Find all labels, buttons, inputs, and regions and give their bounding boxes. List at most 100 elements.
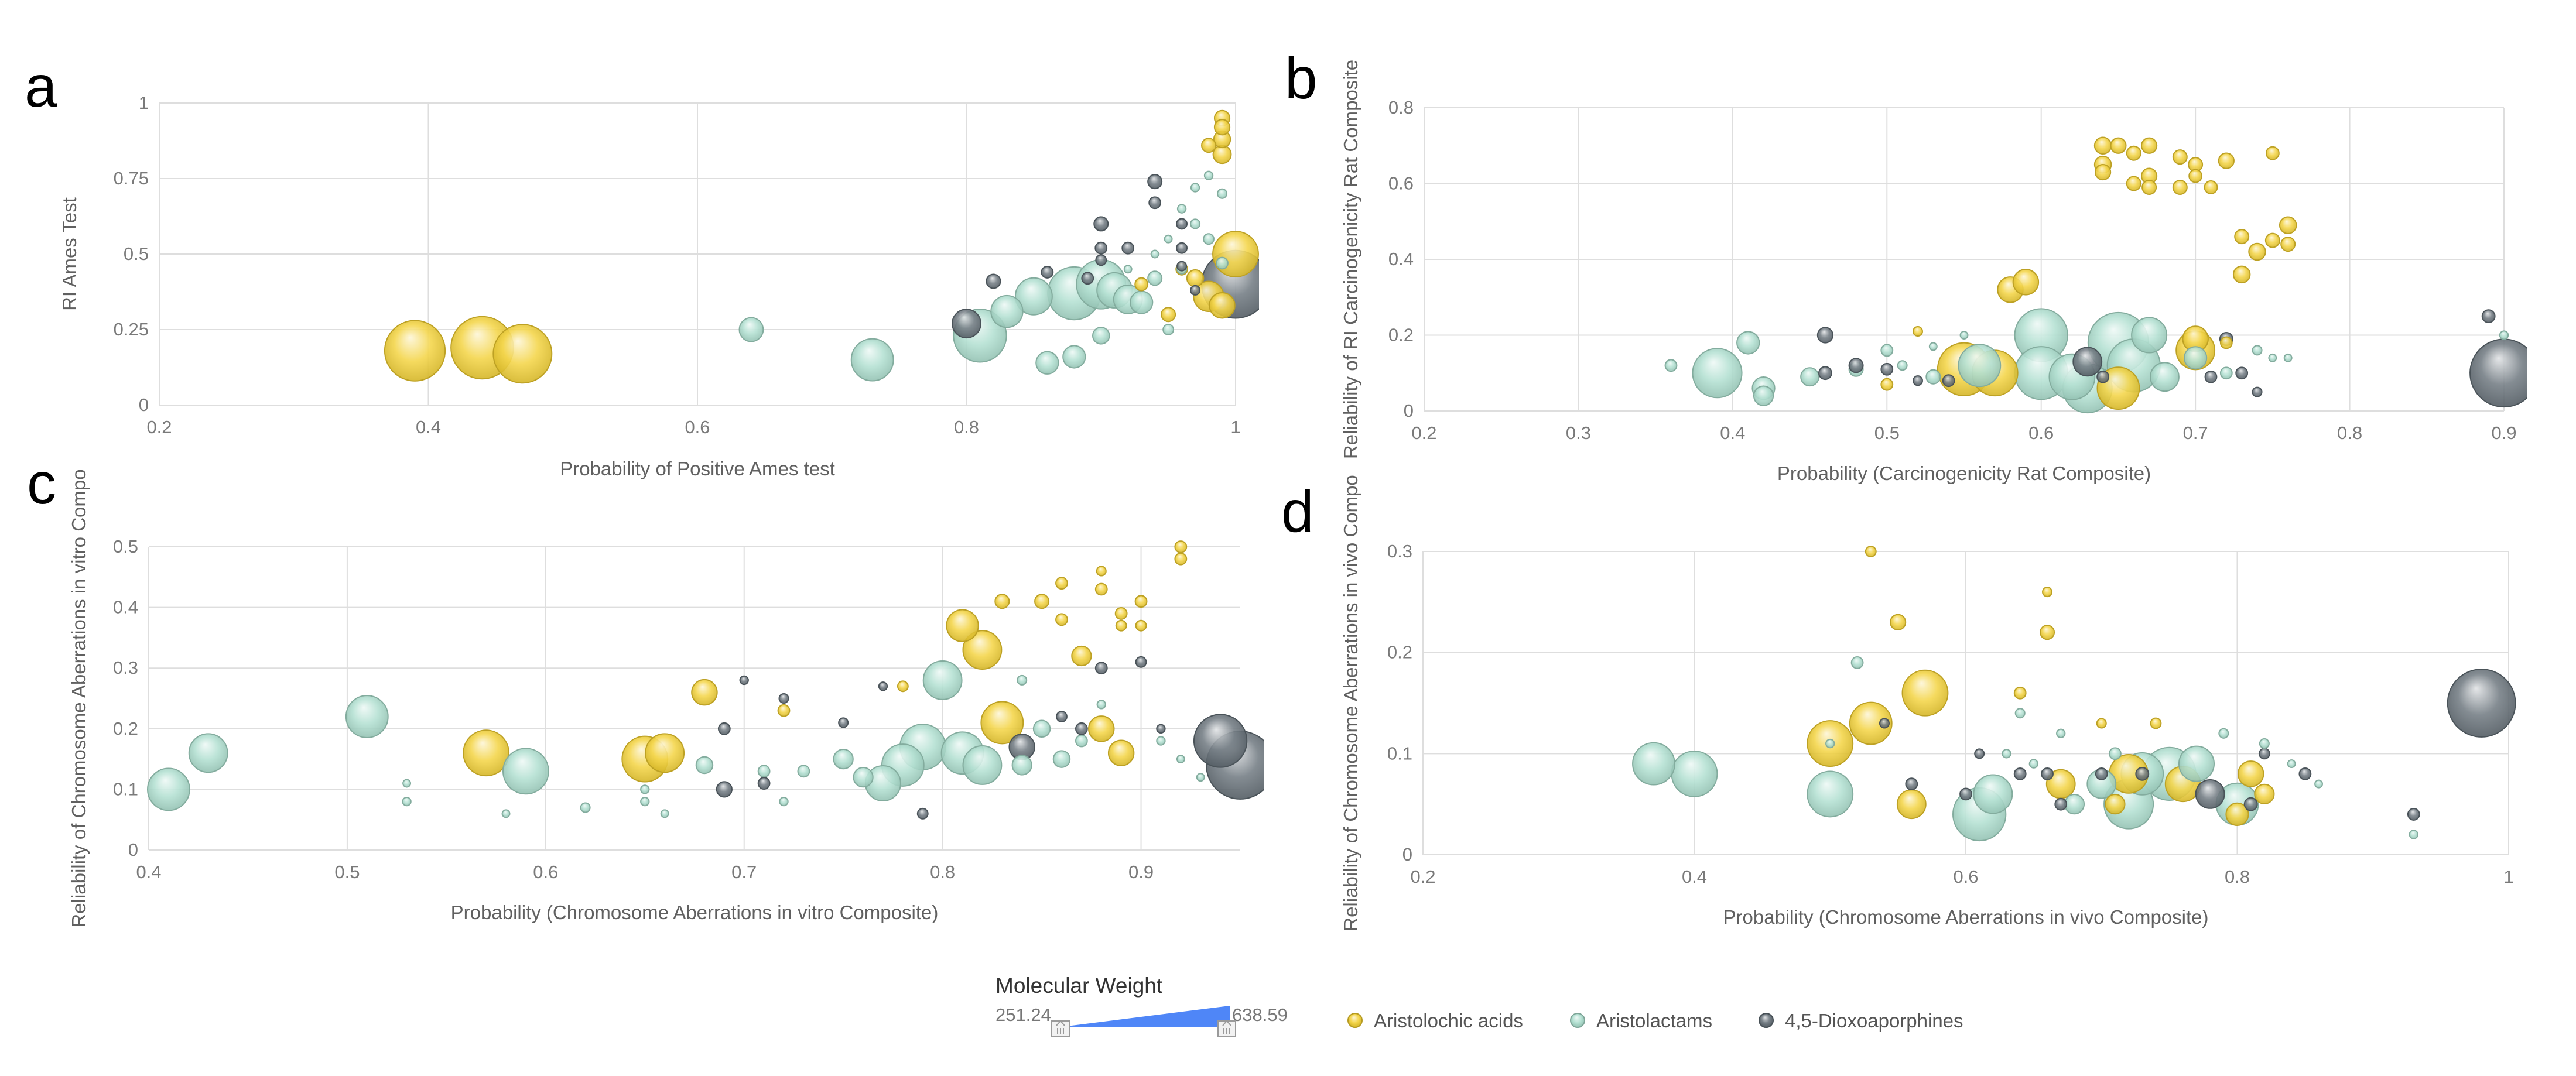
bubble-aristolochic-acids[interactable] [2237,760,2264,787]
bubble-aristolactams[interactable] [990,294,1024,328]
bubble-4-5-dioxoaporphines[interactable] [1081,272,1094,285]
bubble-4-5-dioxoaporphines[interactable] [1121,241,1135,255]
bubble-aristolochic-acids[interactable] [1174,552,1188,566]
bubble-aristolochic-acids[interactable] [1849,701,1893,745]
bubble-aristolochic-acids[interactable] [2141,137,2158,154]
bubble-aristolactams[interactable] [1162,324,1175,335]
bubble-aristolochic-acids[interactable] [1212,231,1259,277]
bubble-aristolactams[interactable] [1203,233,1215,245]
bubble-aristolactams[interactable] [2314,779,2324,789]
bubble-4-5-dioxoaporphines[interactable] [2252,386,2263,397]
bubble-aristolactams[interactable] [1096,700,1106,710]
bubble-aristolactams[interactable] [1014,277,1053,316]
bubble-aristolochic-acids[interactable] [1055,577,1068,590]
bubble-aristolochic-acids[interactable] [994,594,1010,609]
bubble-aristolactams[interactable] [1150,249,1159,259]
bubble-aristolactams[interactable] [1692,348,1743,399]
bubble-4-5-dioxoaporphines[interactable] [2135,766,2150,781]
bubble-4-5-dioxoaporphines[interactable] [2054,797,2068,811]
bubble-aristolochic-acids[interactable] [962,630,1003,670]
mw-min-handle[interactable] [1051,1020,1070,1037]
bubble-4-5-dioxoaporphines[interactable] [1093,216,1109,232]
bubble-aristolactams[interactable] [1664,359,1678,372]
bubble-aristolactams[interactable] [962,745,1003,785]
bubble-aristolochic-acids[interactable] [1901,669,1949,717]
bubble-aristolactams[interactable] [853,767,874,788]
bubble-aristolochic-acids[interactable] [2280,237,2296,252]
bubble-aristolactams[interactable] [1190,183,1200,193]
bubble-aristolactams[interactable] [1736,331,1760,355]
bubble-aristolactams[interactable] [1092,327,1110,345]
bubble-aristolactams[interactable] [779,796,789,807]
bubble-aristolactams[interactable] [1176,204,1187,214]
bubble-aristolochic-acids[interactable] [777,704,791,717]
bubble-aristolochic-acids[interactable] [463,729,510,777]
bubble-aristolactams[interactable] [345,695,389,738]
bubble-aristolactams[interactable] [402,796,412,807]
bubble-aristolochic-acids[interactable] [2040,625,2055,640]
bubble-aristolochic-acids[interactable] [1088,715,1115,742]
bubble-aristolochic-acids[interactable] [1896,789,1927,820]
bubble-aristolactams[interactable] [2499,330,2509,340]
bubble-aristolactams[interactable] [1164,234,1173,244]
bubble-4-5-dioxoaporphines[interactable] [1075,722,1088,735]
bubble-aristolochic-acids[interactable] [645,733,685,773]
bubble-aristolactams[interactable] [2219,366,2233,380]
bubble-4-5-dioxoaporphines[interactable] [2298,767,2312,780]
bubble-4-5-dioxoaporphines[interactable] [1190,285,1201,296]
legend-item-aristolochic-acids[interactable]: Aristolochic acids [1347,1010,1523,1032]
bubble-aristolactams[interactable] [1147,270,1163,286]
bubble-aristolochic-acids[interactable] [2096,718,2107,729]
bubble-aristolactams[interactable] [2252,345,2263,356]
bubble-4-5-dioxoaporphines[interactable] [1156,724,1166,734]
mw-max-handle[interactable] [1217,1020,1236,1037]
bubble-aristolochic-acids[interactable] [2150,717,2162,729]
bubble-aristolochic-acids[interactable] [2204,180,2218,194]
bubble-aristolochic-acids[interactable] [2110,137,2127,154]
bubble-4-5-dioxoaporphines[interactable] [1818,366,1832,381]
bubble-4-5-dioxoaporphines[interactable] [2235,366,2249,380]
bubble-aristolactams[interactable] [1216,256,1229,270]
bubble-aristolactams[interactable] [502,748,549,795]
bubble-4-5-dioxoaporphines[interactable] [878,681,888,691]
bubble-aristolochic-acids[interactable] [1094,582,1108,596]
bubble-aristolactams[interactable] [1035,351,1059,375]
bubble-aristolochic-acids[interactable] [1912,326,1923,337]
bubble-aristolactams[interactable] [1753,385,1774,406]
bubble-4-5-dioxoaporphines[interactable] [952,309,981,339]
bubble-4-5-dioxoaporphines[interactable] [1816,327,1834,344]
bubble-aristolochic-acids[interactable] [2225,802,2249,827]
bubble-aristolochic-acids[interactable] [1107,739,1135,766]
bubble-4-5-dioxoaporphines[interactable] [1094,662,1108,675]
bubble-aristolochic-acids[interactable] [1134,595,1148,608]
bubble-aristolactams[interactable] [2283,353,2293,362]
bubble-4-5-dioxoaporphines[interactable] [1905,777,1918,791]
bubble-aristolactams[interactable] [660,809,669,818]
bubble-aristolactams[interactable] [1032,719,1051,738]
bubble-4-5-dioxoaporphines[interactable] [2258,748,2270,760]
bubble-aristolochic-acids[interactable] [1174,540,1188,553]
bubble-aristolactams[interactable] [2002,749,2011,759]
bubble-aristolochic-acids[interactable] [2188,169,2203,183]
bubble-aristolactams[interactable] [1203,170,1214,181]
bubble-aristolochic-acids[interactable] [2248,242,2266,261]
bubble-4-5-dioxoaporphines[interactable] [2195,779,2225,809]
bubble-aristolochic-acids[interactable] [1114,607,1128,620]
bubble-aristolochic-acids[interactable] [2093,136,2112,155]
bubble-4-5-dioxoaporphines[interactable] [2407,808,2420,821]
bubble-4-5-dioxoaporphines[interactable] [2041,767,2054,780]
bubble-4-5-dioxoaporphines[interactable] [838,717,849,728]
bubble-aristolochic-acids[interactable] [2279,216,2297,234]
bubble-aristolactams[interactable] [2150,362,2180,392]
bubble-aristolactams[interactable] [2064,794,2085,815]
bubble-aristolochic-acids[interactable] [1880,378,1894,391]
bubble-aristolactams[interactable] [1897,360,1908,371]
bubble-aristolochic-acids[interactable] [2264,232,2280,248]
bubble-aristolochic-acids[interactable] [1186,269,1205,287]
bubble-aristolactams[interactable] [1850,656,1864,669]
bubble-aristolactams[interactable] [1075,734,1088,748]
bubble-aristolactams[interactable] [1959,331,1969,340]
bubble-aristolactams[interactable] [1130,290,1154,314]
bubble-aristolactams[interactable] [2409,830,2418,839]
bubble-aristolactams[interactable] [1017,674,1028,686]
